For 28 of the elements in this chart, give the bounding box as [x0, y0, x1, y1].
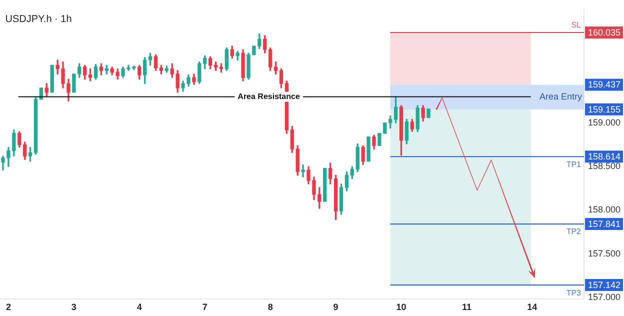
y-tick-label: 159.000 — [588, 117, 621, 128]
x-tick-label: 2 — [6, 302, 11, 312]
annotation: 158.614 — [588, 152, 621, 162]
ref-line-label: SL — [571, 20, 582, 30]
x-tick-label: 8 — [268, 302, 273, 312]
ref-line-label: TP2 — [566, 227, 582, 236]
x-tick-label: 4 — [136, 302, 142, 312]
y-tick-label: 158.500 — [588, 161, 621, 172]
ref-line-label: Area Resistance — [238, 92, 300, 101]
y-tick-label: 157.000 — [588, 292, 621, 302]
ref-line-label: TP3 — [566, 288, 582, 298]
annotation: 157.841 — [588, 219, 621, 230]
x-tick-label: 14 — [527, 302, 538, 312]
y-tick-label: 158.000 — [588, 204, 621, 215]
text: USDJPY.h · 1h — [5, 14, 72, 26]
x-tick-label: 10 — [396, 302, 406, 312]
band-label: Area Entry — [539, 92, 582, 102]
annotation: 160.035 — [588, 28, 621, 38]
candlestick — [301, 164, 305, 178]
annotation: 157.142 — [588, 280, 621, 290]
ref-line-label: TP1 — [566, 160, 582, 169]
annotation: 159.437 — [588, 80, 621, 90]
annotation: 159.155 — [588, 104, 621, 114]
x-tick-label: 9 — [333, 302, 338, 312]
x-tick-label: 11 — [462, 302, 472, 312]
x-tick-label: 7 — [202, 302, 208, 312]
y-tick-label: 157.500 — [588, 248, 621, 258]
x-tick-label: 3 — [71, 302, 76, 312]
